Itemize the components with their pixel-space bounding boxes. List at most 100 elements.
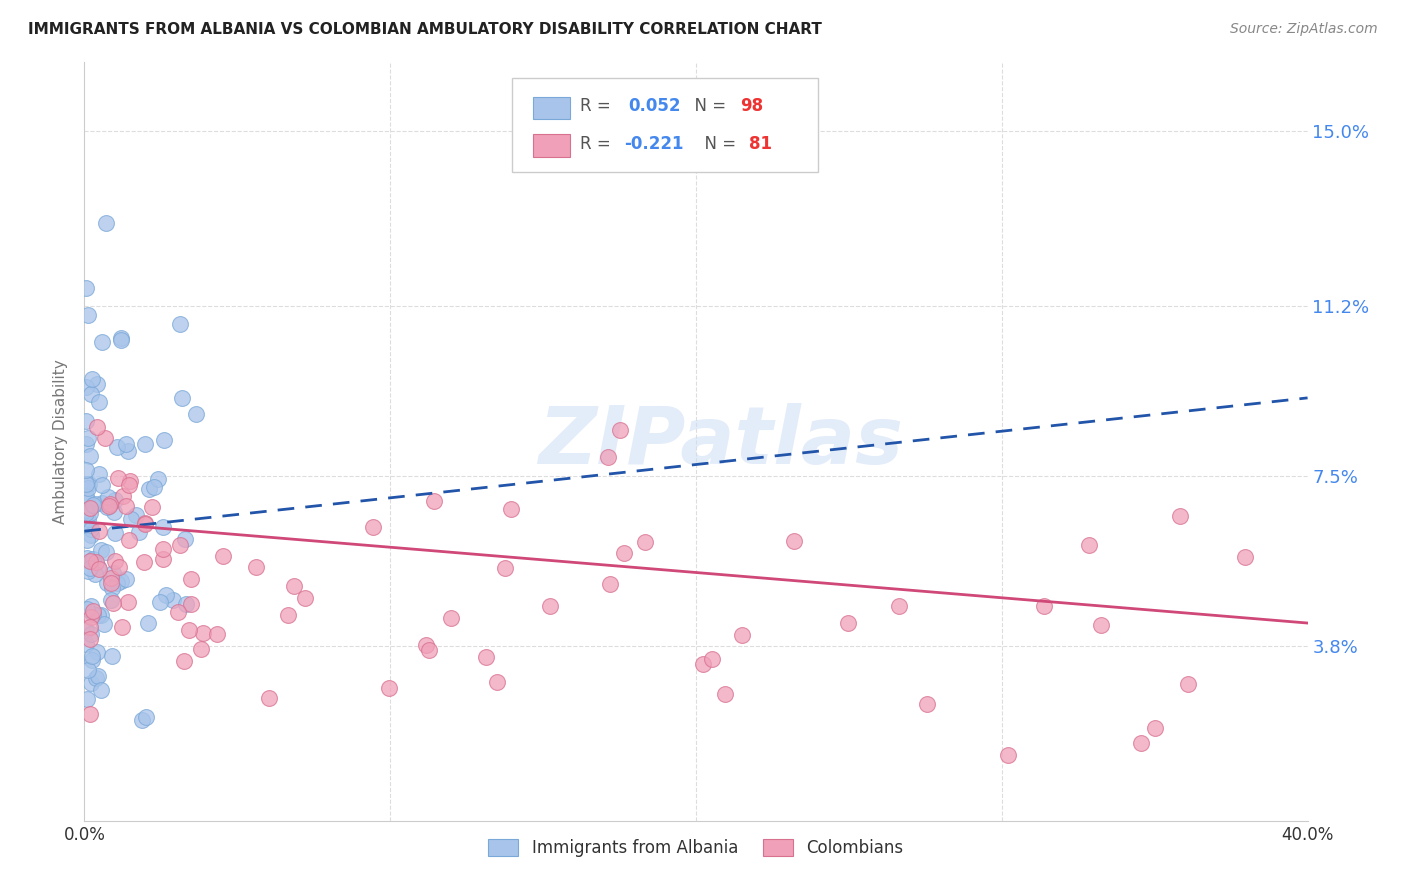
- Point: [245, 560, 267, 574]
- Point: [75, 623, 97, 637]
- Point: [125, 508, 148, 523]
- Point: [155, 588, 177, 602]
- Point: [105, 441, 128, 455]
- Point: [377, 681, 399, 695]
- Point: [75, 503, 97, 517]
- Point: [170, 391, 193, 405]
- Point: [118, 477, 141, 491]
- Point: [117, 595, 139, 609]
- Text: N =: N =: [693, 136, 741, 153]
- Point: [94, 544, 117, 558]
- Point: [76, 551, 98, 566]
- Point: [101, 596, 124, 610]
- Point: [98, 497, 121, 511]
- Point: [439, 610, 461, 624]
- Point: [77, 663, 100, 677]
- Point: [418, 642, 440, 657]
- Point: [76, 533, 98, 547]
- Point: [1130, 736, 1153, 750]
- Point: [77, 308, 100, 322]
- Point: [77, 431, 100, 445]
- Point: [75, 637, 97, 651]
- Point: [112, 489, 135, 503]
- Point: [609, 423, 631, 437]
- FancyBboxPatch shape: [533, 96, 569, 120]
- Point: [613, 546, 636, 560]
- Text: N =: N =: [683, 97, 731, 115]
- Point: [94, 216, 117, 230]
- Text: Source: ZipAtlas.com: Source: ZipAtlas.com: [1230, 22, 1378, 37]
- Point: [103, 505, 125, 519]
- Point: [75, 280, 97, 294]
- Point: [80, 627, 103, 641]
- Point: [77, 519, 100, 533]
- Point: [86, 419, 108, 434]
- Point: [105, 576, 128, 591]
- Point: [599, 576, 621, 591]
- Point: [783, 534, 806, 549]
- Point: [837, 616, 859, 631]
- Point: [87, 668, 110, 682]
- Text: R =: R =: [579, 136, 616, 153]
- Point: [79, 553, 101, 567]
- Point: [101, 566, 124, 581]
- Point: [475, 649, 498, 664]
- Y-axis label: Ambulatory Disability: Ambulatory Disability: [53, 359, 69, 524]
- Point: [80, 648, 103, 663]
- Point: [423, 493, 446, 508]
- Point: [731, 628, 754, 642]
- FancyBboxPatch shape: [533, 135, 569, 157]
- Point: [997, 748, 1019, 763]
- Legend: Immigrants from Albania, Colombians: Immigrants from Albania, Colombians: [479, 830, 912, 865]
- Point: [117, 444, 139, 458]
- Point: [79, 506, 101, 520]
- Point: [75, 437, 97, 451]
- Point: [915, 697, 938, 711]
- Point: [713, 687, 735, 701]
- Point: [82, 607, 104, 621]
- Point: [80, 386, 103, 401]
- Point: [90, 607, 112, 622]
- Point: [134, 517, 156, 532]
- Point: [110, 331, 132, 345]
- Point: [77, 481, 100, 495]
- Point: [90, 542, 112, 557]
- Point: [103, 554, 125, 568]
- Point: [80, 610, 103, 624]
- Point: [277, 608, 299, 623]
- Text: IMMIGRANTS FROM ALBANIA VS COLOMBIAN AMBULATORY DISABILITY CORRELATION CHART: IMMIGRANTS FROM ALBANIA VS COLOMBIAN AMB…: [28, 22, 823, 37]
- Point: [1177, 677, 1199, 691]
- Text: 81: 81: [748, 136, 772, 153]
- Point: [96, 575, 118, 590]
- Point: [97, 490, 120, 504]
- Point: [141, 500, 163, 514]
- Point: [138, 482, 160, 496]
- Point: [84, 671, 107, 685]
- Point: [87, 562, 110, 576]
- Point: [1033, 599, 1056, 613]
- Point: [80, 599, 103, 614]
- Point: [110, 574, 132, 588]
- Point: [135, 710, 157, 724]
- Point: [80, 528, 103, 542]
- Point: [93, 617, 115, 632]
- Point: [134, 437, 156, 451]
- Point: [486, 675, 509, 690]
- Point: [212, 549, 235, 564]
- Point: [80, 522, 103, 536]
- Text: 0.052: 0.052: [628, 97, 681, 115]
- Point: [76, 493, 98, 508]
- Point: [75, 503, 97, 517]
- Point: [79, 449, 101, 463]
- Point: [84, 555, 107, 569]
- Point: [134, 516, 156, 530]
- Point: [76, 601, 98, 615]
- Point: [82, 652, 104, 666]
- Point: [77, 477, 100, 491]
- FancyBboxPatch shape: [513, 78, 818, 172]
- Point: [107, 471, 129, 485]
- Point: [169, 317, 191, 331]
- Point: [294, 591, 316, 606]
- Point: [75, 414, 97, 428]
- Point: [82, 551, 104, 566]
